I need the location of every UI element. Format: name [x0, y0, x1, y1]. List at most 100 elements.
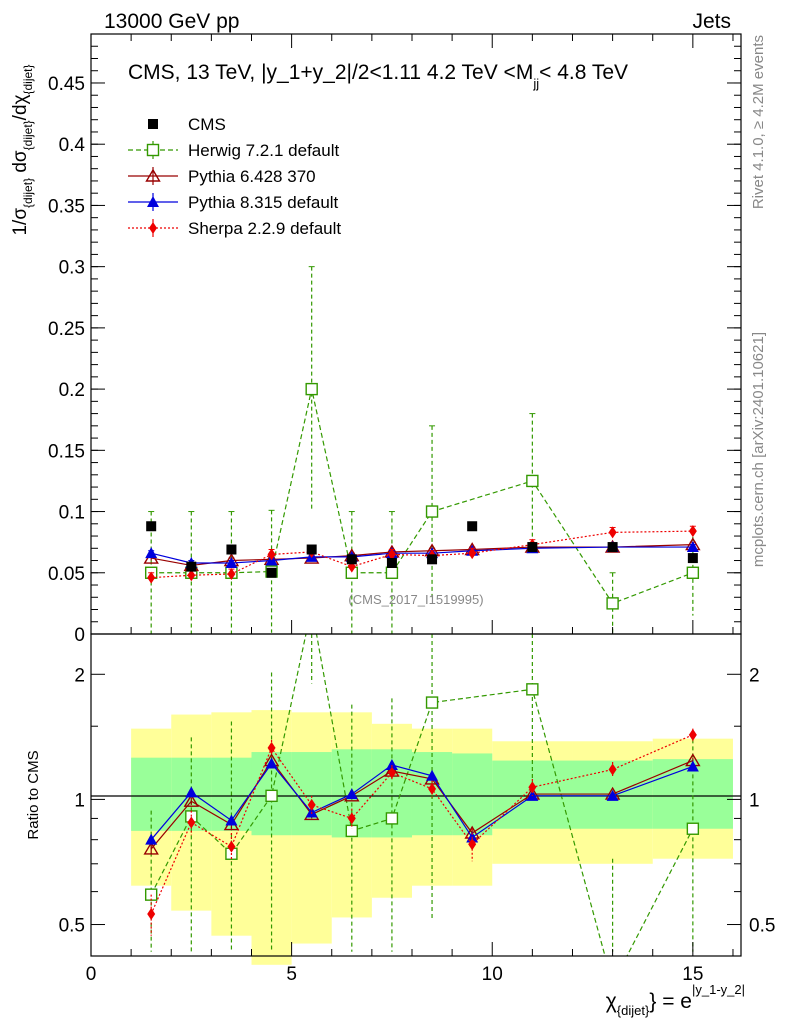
- cms-point: [467, 521, 478, 532]
- cms-point: [186, 561, 197, 572]
- sherpa-2-2-9-default-ratio-point: [688, 728, 697, 741]
- sherpa-2-2-9-default-point: [387, 548, 396, 561]
- legend-marker: [147, 196, 159, 207]
- sherpa-2-2-9-default-ratio-group: [147, 728, 697, 936]
- herwig-7-2-1-default-point: [686, 566, 700, 579]
- pythia-6-428-370-ratio-point: [143, 841, 159, 855]
- herwig-7-2-1-default-point: [425, 505, 439, 518]
- pythia-8-315-default-ratio-point: [225, 814, 238, 826]
- ratio-ytick-label: 2: [74, 665, 85, 686]
- legend-marker: [145, 168, 161, 182]
- main-ytick-label: 0.15: [48, 441, 85, 462]
- ratio-ytick-label: 1: [74, 790, 85, 811]
- main-ytick-label: 0.2: [59, 380, 85, 401]
- cms-point: [266, 567, 277, 578]
- main-ytick-label: 0.3: [59, 258, 85, 279]
- herwig-7-2-1-default-line: [151, 388, 694, 605]
- sherpa-2-2-9-default-point: [688, 525, 697, 538]
- main-ticks: 0 0.05 0.1 0.15 0.2 0.25 0.3 0.35 0.4 0.45: [48, 34, 741, 646]
- cms-point: [427, 554, 438, 565]
- ratio-ytick-label-right: 0.5: [749, 916, 775, 937]
- sherpa-2-2-9-default-ratio-point: [187, 816, 196, 829]
- pythia-8-315-default-point: [145, 547, 158, 559]
- sherpa-2-2-9-default-point: [468, 547, 477, 560]
- cms-point: [687, 553, 698, 564]
- sherpa-2-2-9-default-ratio-point: [227, 840, 236, 853]
- process-label: Jets: [692, 10, 731, 33]
- energy-label: 13000 GeV pp: [104, 10, 239, 33]
- ratio-ylabel: Ratio to CMS: [25, 750, 42, 839]
- main-ytick-label: 0.1: [59, 503, 85, 524]
- ratio-ticks: 0.5 0.5 1 1 2 2 0 5 10 15: [59, 665, 776, 985]
- herwig-7-2-1-default-point: [385, 566, 399, 579]
- legend: CMS Herwig 7.2.1 default Pythia 6.428 370 P…: [128, 115, 341, 238]
- pythia-6-428-370-line: [151, 544, 693, 567]
- main-ytick-label: 0.4: [59, 135, 86, 156]
- xtick-label: 5: [286, 964, 297, 985]
- legend-label: Sherpa 2.2.9 default: [188, 219, 341, 238]
- cms-point: [386, 557, 397, 568]
- main-data-layer: [143, 266, 701, 634]
- pythia-8-315-default-ratio-point: [426, 769, 439, 781]
- legend-label: Pythia 6.428 370: [188, 167, 316, 186]
- sherpa-2-2-9-default-ratio-point: [468, 838, 477, 851]
- main-ylabel: 1/σ{dijet} dσ{dijet}/dχ{dijet}: [10, 64, 35, 235]
- sherpa-2-2-9-default-ratio-point: [307, 798, 316, 811]
- sherpa-2-2-9-default-ratio-point: [267, 741, 276, 754]
- pythia-8-315-default-ratio-point: [686, 760, 699, 772]
- cms-point: [527, 542, 538, 553]
- cms-point: [226, 544, 237, 555]
- herwig-7-2-1-default-ratio-point: [265, 789, 278, 803]
- x-axis-label: χ{dijet}} = e|y_1-y_2|: [606, 982, 745, 1018]
- pythia-8-315-default-ratio-point: [265, 757, 278, 769]
- sherpa-2-2-9-default-ratio-point: [428, 782, 437, 795]
- herwig-7-2-1-default-ratio-point: [385, 812, 399, 825]
- legend-marker: [149, 222, 157, 234]
- analysis-id: (CMS_2017_I1519995): [348, 592, 483, 607]
- legend-label: Pythia 8.315 default: [188, 193, 339, 212]
- rivet-label: Rivet 4.1.0, ≥ 4.2M events: [750, 35, 767, 209]
- legend-marker: [146, 143, 160, 157]
- main-ytick-label: 0: [74, 625, 85, 646]
- main-ytick-label: 0.35: [48, 196, 85, 217]
- cms-point: [346, 554, 357, 565]
- sherpa-2-2-9-default-ratio-point: [387, 766, 396, 779]
- legend-label: Herwig 7.2.1 default: [188, 141, 339, 160]
- herwig-7-2-1-default-point: [305, 382, 318, 396]
- sherpa-2-2-9-default-ratio-point: [347, 812, 356, 825]
- herwig-7-2-1-default-ratio-point: [526, 683, 539, 696]
- pythia-8-315-default-ratio-point: [345, 788, 358, 800]
- pythia-8-315-default-ratio-point: [385, 758, 398, 770]
- sherpa-2-2-9-default-point: [187, 569, 196, 582]
- pythia-8-315-default-ratio-point: [606, 789, 619, 801]
- xtick-label: 0: [86, 964, 97, 985]
- legend-marker: [148, 119, 158, 129]
- main-ytick-label: 0.25: [48, 319, 85, 340]
- herwig-7-2-1-default-ratio-point: [345, 824, 359, 838]
- herwig-7-2-1-default-point: [526, 474, 539, 488]
- pythia-8-315-default-point: [686, 541, 699, 553]
- herwig-7-2-1-default-ratio-point: [686, 822, 700, 835]
- pythia-6-428-370-ratio-line: [150, 759, 694, 850]
- sherpa-2-2-9-default-point: [267, 548, 276, 561]
- xtick-label: 15: [682, 964, 703, 985]
- panel-title: CMS, 13 TeV, |y_1+y_2|/2<1.11 4.2 TeV <M…: [128, 61, 628, 91]
- herwig-7-2-1-default-point: [606, 597, 619, 610]
- sherpa-2-2-9-default-point: [147, 571, 156, 584]
- xtick-label: 10: [482, 964, 503, 985]
- pythia-8-315-default-ratio-point: [185, 786, 198, 798]
- sherpa-2-2-9-default-ratio-point: [147, 908, 156, 921]
- sherpa-2-2-9-default-point: [227, 568, 236, 580]
- sherpa-2-2-9-default-ratio-point: [528, 781, 537, 794]
- cms-point: [306, 544, 317, 555]
- green-band-bin: [452, 753, 493, 836]
- ratio-ytick-label-right: 1: [749, 790, 760, 811]
- green-band-bin: [291, 752, 332, 836]
- main-ytick-label: 0.05: [48, 564, 85, 585]
- ratio-ytick-label: 0.5: [59, 916, 85, 937]
- cms-point: [146, 521, 157, 532]
- mcplots-label: mcplots.cern.ch [arXiv:2401.10621]: [750, 332, 767, 567]
- sherpa-2-2-9-default-point: [608, 526, 617, 539]
- cms-point: [607, 542, 618, 553]
